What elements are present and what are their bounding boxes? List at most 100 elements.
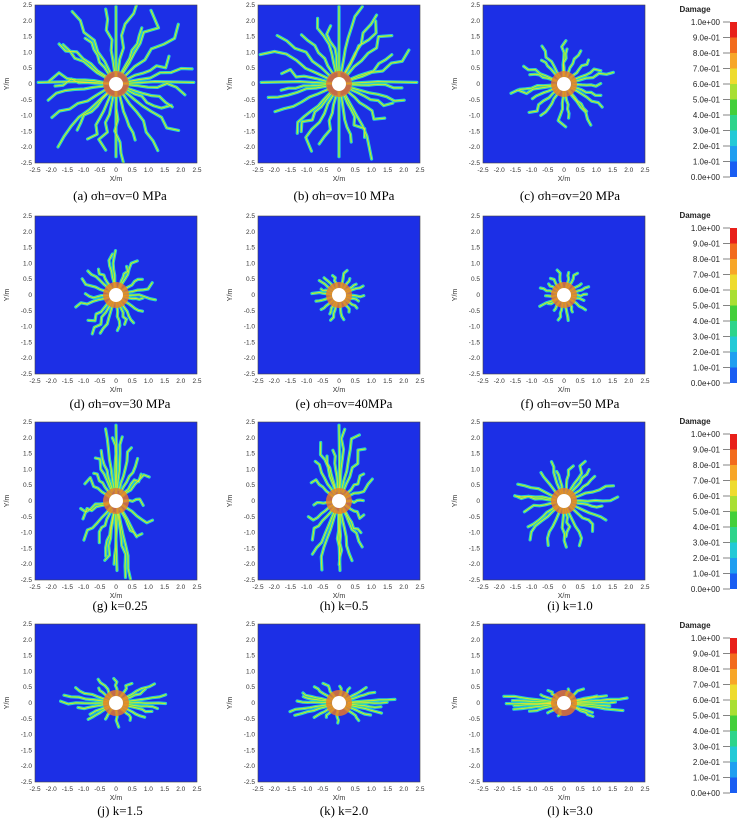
y-tick-label: -1.5 — [21, 128, 33, 135]
legend-label: 6.0e-01 — [693, 286, 721, 295]
y-tick-label: 1.0 — [246, 466, 255, 473]
crack-line — [342, 448, 366, 493]
legend-label: 0.0e+00 — [691, 585, 721, 594]
legend-swatch — [730, 99, 737, 115]
crack-line — [339, 428, 346, 490]
y-tick-label: 1.5 — [471, 451, 480, 458]
legend-label: 3.0e-01 — [693, 333, 721, 342]
crack-line — [574, 697, 628, 703]
crack-line — [326, 25, 338, 72]
x-tick-label: -0.5 — [94, 786, 106, 793]
x-tick-label: -1.0 — [526, 167, 538, 174]
y-tick-label: 0 — [28, 498, 32, 505]
y-tick-label: -1.0 — [21, 324, 33, 331]
crack-line — [523, 65, 557, 81]
x-tick-label: -2.0 — [494, 378, 506, 385]
legend-label: 5.0e-01 — [693, 712, 721, 721]
crack-line — [345, 20, 377, 74]
crack-line — [347, 699, 396, 703]
crack-line — [122, 10, 159, 74]
x-tick-label: -1.5 — [285, 167, 297, 174]
crack-line — [276, 35, 330, 76]
y-tick-label: -1.5 — [469, 339, 481, 346]
x-tick-label: -1.5 — [510, 378, 522, 385]
y-tick-label: -0.5 — [21, 514, 33, 521]
legend-swatch — [730, 115, 737, 131]
y-tick-label: 2.0 — [23, 435, 32, 442]
legend-label: 5.0e-01 — [693, 302, 721, 311]
y-tick-label: 2.5 — [471, 621, 480, 628]
crack-line — [342, 509, 363, 548]
x-tick-label: -0.5 — [317, 584, 329, 591]
y-tick-label: -1.0 — [21, 530, 33, 537]
y-tick-label: 1.5 — [23, 653, 32, 660]
y-tick-label: -2.5 — [244, 371, 256, 378]
plot-frame — [257, 4, 421, 164]
x-tick-label: 1.5 — [608, 378, 617, 385]
legend-swatch — [730, 321, 737, 337]
crack-line — [348, 92, 386, 120]
legend-label: 1.0e+00 — [691, 18, 721, 27]
y-tick-label: -2.5 — [469, 160, 481, 167]
legend-swatch — [730, 746, 737, 762]
x-tick-label: 2.5 — [640, 584, 649, 591]
y-tick-label: -0.5 — [244, 716, 256, 723]
legend-swatch — [730, 434, 737, 450]
borehole — [109, 494, 123, 508]
y-tick-label: -1.5 — [244, 545, 256, 552]
x-tick-label: -1.0 — [526, 584, 538, 591]
legend-swatch — [730, 37, 737, 53]
x-tick-label: 2.0 — [176, 378, 185, 385]
legend-swatch — [730, 228, 737, 244]
legend-label: 3.0e-01 — [693, 127, 721, 136]
y-tick-label: 0.5 — [471, 482, 480, 489]
crack-line — [345, 95, 372, 160]
legend-swatch — [730, 653, 737, 669]
y-tick-label: 0 — [28, 700, 32, 707]
borehole — [557, 494, 571, 508]
x-axis-label: X/m — [558, 387, 571, 394]
crack-line — [127, 89, 172, 109]
legend-swatch — [730, 161, 737, 177]
y-tick-label: -1.0 — [21, 732, 33, 739]
legend-label: 0.0e+00 — [691, 379, 721, 388]
borehole — [332, 494, 346, 508]
y-tick-label: -0.5 — [469, 308, 481, 315]
x-axis-label: X/m — [333, 795, 346, 802]
crack-line — [347, 35, 393, 75]
crack-line — [259, 51, 328, 79]
y-tick-label: -2.0 — [244, 561, 256, 568]
legend-swatch — [730, 22, 737, 38]
y-tick-label: 2.5 — [246, 621, 255, 628]
x-tick-label: 2.5 — [192, 167, 201, 174]
legend-label: 7.0e-01 — [693, 681, 721, 690]
y-tick-label: 0.5 — [471, 684, 480, 691]
x-tick-label: 0.5 — [128, 584, 137, 591]
y-tick-label: 1.5 — [471, 653, 480, 660]
legend-swatch — [730, 542, 737, 558]
x-tick-label: -1.0 — [301, 584, 313, 591]
crack-line — [344, 14, 377, 73]
crack-line — [119, 96, 136, 141]
crack-line — [75, 687, 110, 701]
x-tick-label: -2.5 — [252, 786, 264, 793]
legend-label: 5.0e-01 — [693, 96, 721, 105]
crack-line — [350, 54, 393, 80]
crack-line — [128, 68, 193, 82]
y-tick-label: 0 — [28, 81, 32, 88]
crack-line — [547, 507, 562, 546]
legend-label: 4.0e-01 — [693, 317, 721, 326]
legend-swatch — [730, 146, 737, 162]
x-tick-label: 0 — [562, 167, 566, 174]
legend-label: 6.0e-01 — [693, 492, 721, 501]
legend-swatch — [730, 465, 737, 481]
x-tick-label: 2.5 — [415, 786, 424, 793]
x-tick-label: -2.0 — [269, 167, 281, 174]
x-tick-label: 0 — [114, 378, 118, 385]
x-tick-label: 1.0 — [144, 786, 153, 793]
crack-line — [514, 495, 556, 500]
crack-line — [123, 694, 167, 703]
legend-label: 1.0e+00 — [691, 430, 721, 439]
x-tick-label: 2.0 — [176, 584, 185, 591]
